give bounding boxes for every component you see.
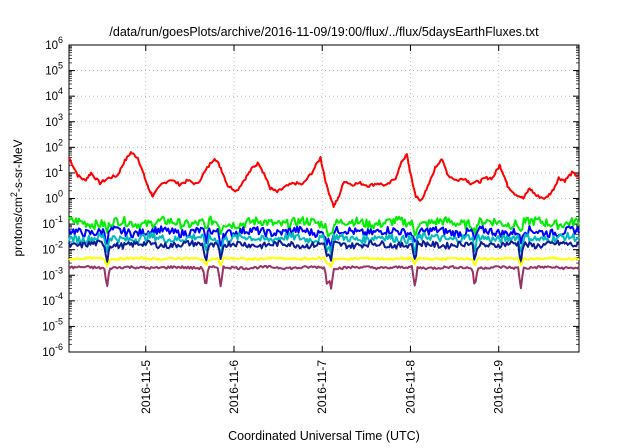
y-tick-label: 106: [45, 35, 63, 52]
x-tick-label: 2016-11-6: [227, 360, 241, 414]
series-line: [68, 239, 580, 265]
series-layer: [68, 151, 580, 290]
x-axis: 2016-11-5 2016-11-6 2016-11-7 2016-11-8 2016…: [139, 45, 506, 414]
y-label-superscript: 2: [9, 192, 19, 197]
x-tick-label: 2016-11-7: [315, 360, 329, 414]
series-line: [68, 256, 580, 268]
y-label-suffix: -s-sr-MeV: [11, 139, 25, 192]
series-line: [68, 264, 580, 290]
chart-title: /data/run/goesPlots/archive/2016-11-09/1…: [109, 25, 539, 39]
series-line: [68, 231, 580, 257]
y-tick-label: 100: [45, 189, 63, 206]
y-tick-label: 10-2: [42, 240, 63, 257]
y-tick-label: 105: [45, 61, 63, 78]
series-line: [68, 151, 580, 208]
grid-lines: [69, 45, 579, 352]
x-tick-label: 2016-11-9: [492, 360, 506, 414]
y-tick-label: 10-4: [42, 291, 63, 308]
y-tick-label: 104: [45, 86, 63, 103]
y-tick-label: 10-3: [42, 265, 63, 282]
y-tick-label: 10-6: [42, 342, 63, 359]
x-tick-label: 2016-11-5: [139, 360, 153, 414]
series-line: [68, 215, 580, 238]
x-tick-label: 2016-11-8: [403, 360, 417, 414]
y-tick-label: 10-5: [42, 316, 63, 333]
y-tick-label: 10-1: [42, 214, 63, 231]
y-axis-label: protons/cm2-s-sr-MeV: [9, 139, 25, 256]
y-label-prefix: protons/cm: [11, 197, 25, 256]
y-axis: 10-6 10-5 10-4 10-3 10-2 10-1 100 101 102 103 104 1…: [42, 35, 579, 359]
y-tick-label: 103: [45, 112, 63, 129]
y-tick-label: 102: [45, 137, 63, 154]
x-axis-label: Coordinated Universal Time (UTC): [228, 429, 420, 443]
y-tick-label: 101: [45, 163, 63, 180]
